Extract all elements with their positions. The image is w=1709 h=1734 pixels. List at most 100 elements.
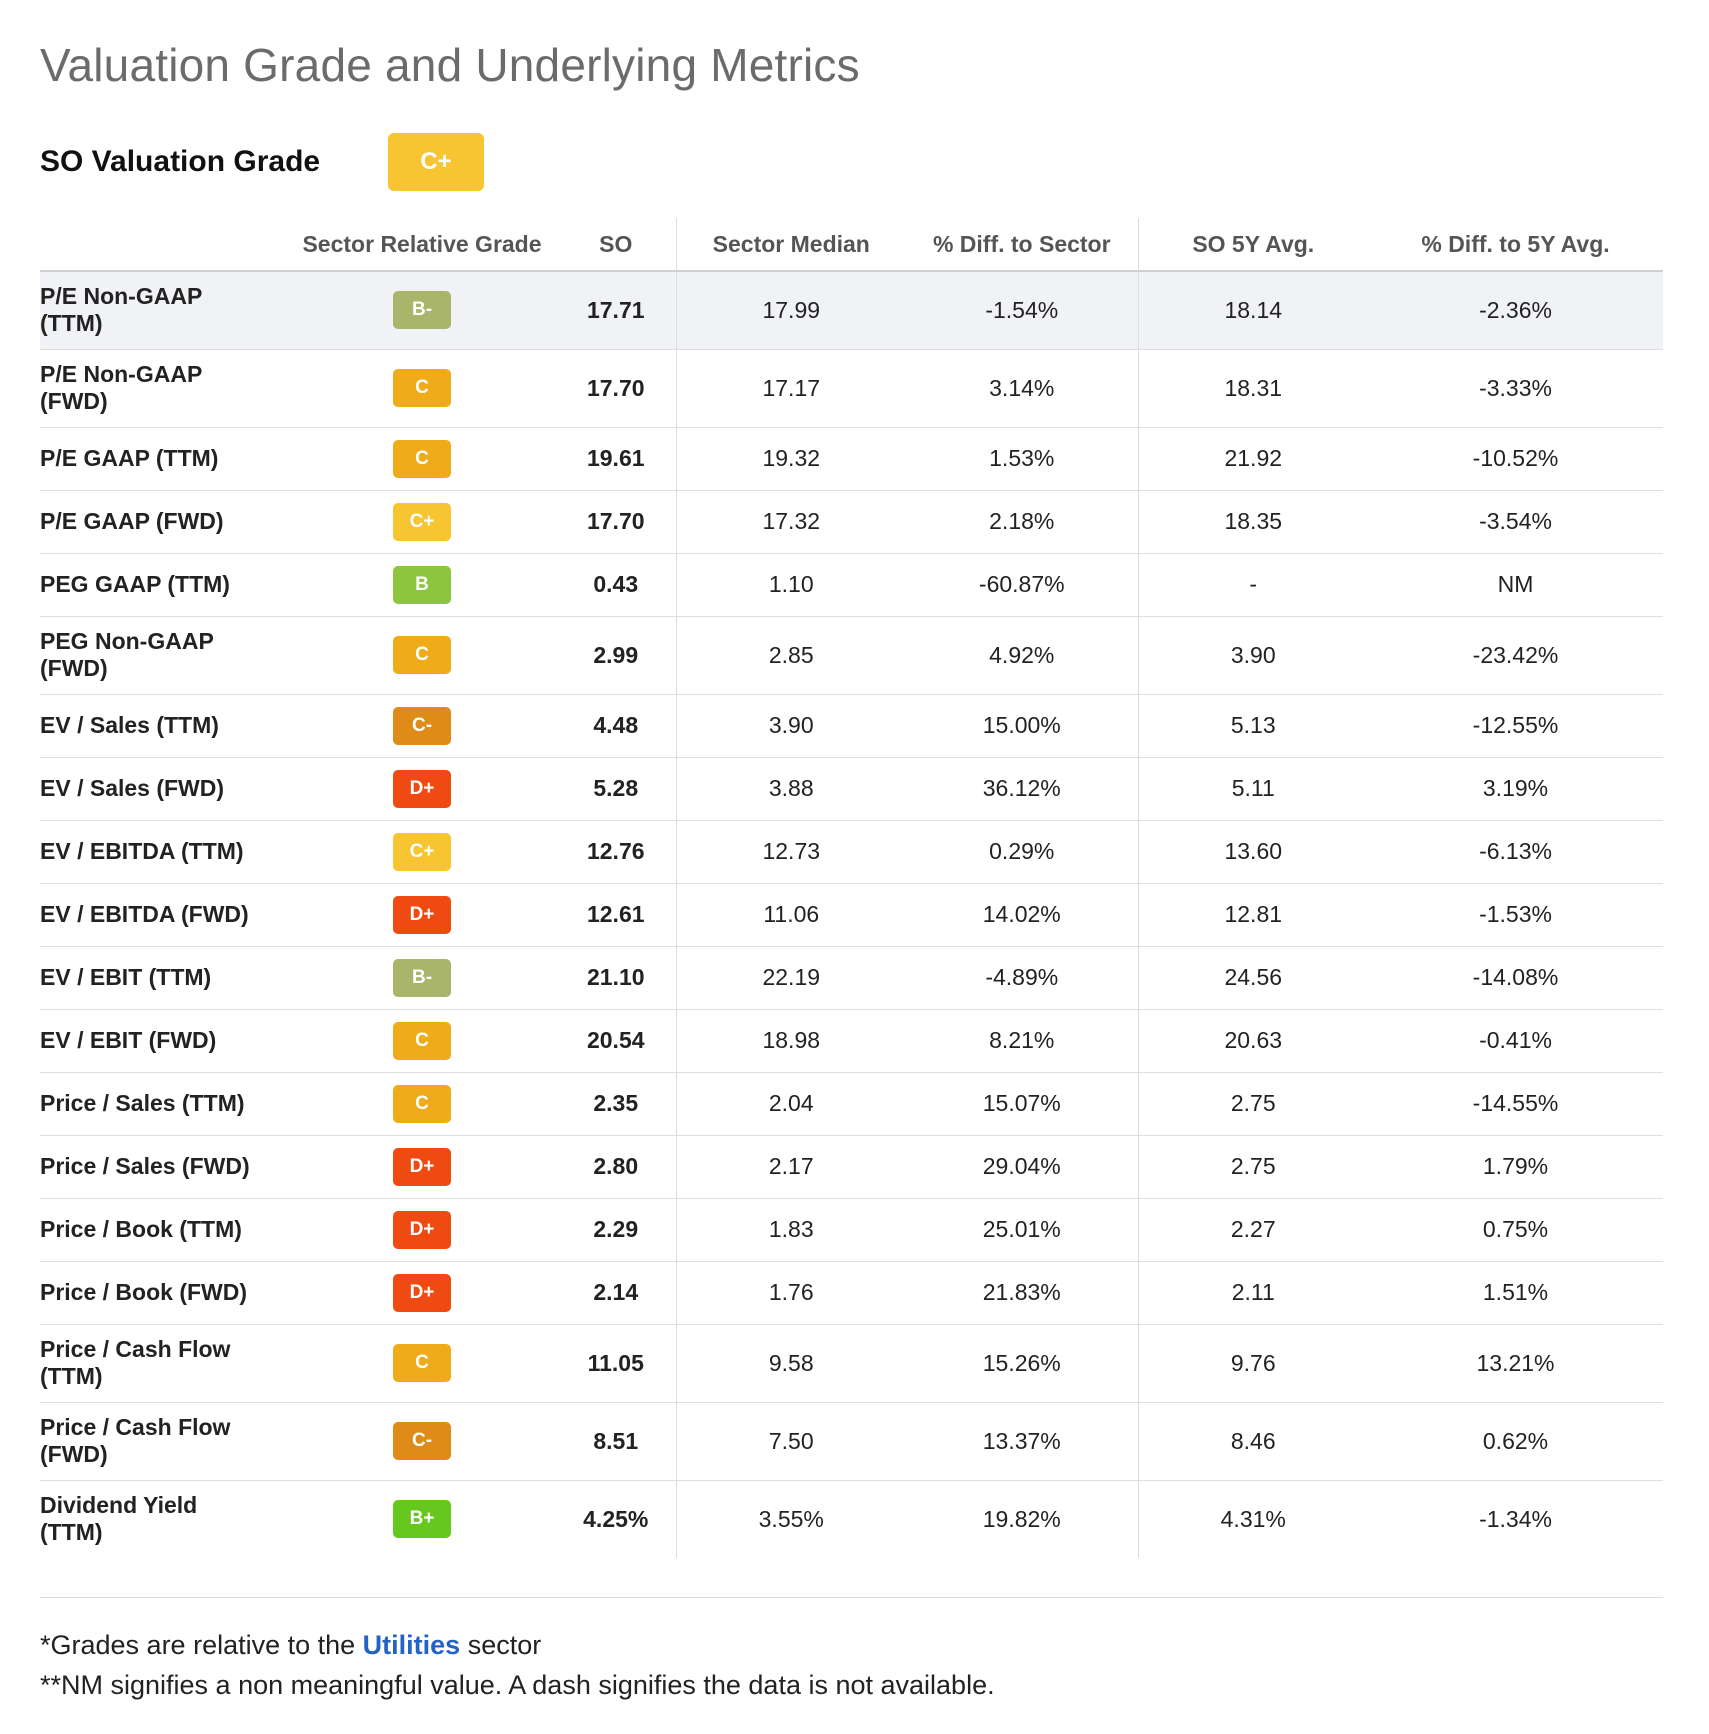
table-row: Price / Cash Flow (FWD) C- 8.51 7.50 13.37% 8.… xyxy=(40,1402,1663,1481)
so-value: 4.48 xyxy=(556,694,677,758)
metric-name-line: (FWD) xyxy=(40,655,108,681)
footer-note-prefix: *Grades are relative to the xyxy=(40,1630,363,1660)
so-5y-avg-value: 21.92 xyxy=(1138,427,1368,491)
table-row: EV / Sales (TTM) C- 4.48 3.90 15.00% 5.13 -12.… xyxy=(40,694,1663,758)
diff-to-sector-value: 2.18% xyxy=(906,490,1139,554)
sector-median-value: 17.99 xyxy=(676,271,906,350)
grade-badge: C xyxy=(393,1021,451,1060)
diff-to-sector-value: 36.12% xyxy=(906,757,1139,821)
metric-name-line: (FWD) xyxy=(40,388,108,414)
diff-to-5y-avg-value: -23.42% xyxy=(1368,616,1663,695)
grade-badge: B- xyxy=(393,291,451,330)
table-row: P/E Non-GAAP (TTM) B- 17.71 17.99 -1.54% 18.14… xyxy=(40,271,1663,350)
sector-relative-grade: D+ xyxy=(288,883,556,947)
sector-relative-grade: C xyxy=(288,1324,556,1403)
so-5y-avg-value: 4.31% xyxy=(1220,1505,1286,1532)
footer-note-grades: *Grades are relative to the Utilities se… xyxy=(40,1630,541,1661)
sector-median-value: 3.88 xyxy=(676,757,906,821)
header-diff-to-5y-avg: % Diff. to 5Y Avg. xyxy=(1368,218,1663,272)
so-value: 0.43 xyxy=(556,553,677,617)
metric-name: Price / Book (FWD) xyxy=(40,1261,288,1325)
metric-name-line: Price / Cash Flow xyxy=(40,1336,231,1362)
grade-badge: D+ xyxy=(393,1147,451,1186)
metric-name: EV / EBIT (TTM) xyxy=(40,946,288,1010)
diff-to-5y-avg-value: -0.41% xyxy=(1368,1009,1663,1073)
diff-to-5y-avg-value: 13.21% xyxy=(1368,1324,1663,1403)
so-5y-avg-value: 5.11 xyxy=(1138,757,1368,821)
diff-to-5y-avg-value: -10.52% xyxy=(1368,427,1663,491)
so-value: 19.61 xyxy=(556,427,677,491)
metric-name-line: P/E Non-GAAP xyxy=(40,361,203,387)
table-row: P/E GAAP (FWD) C+ 17.70 17.32 2.18% 18.35 -3.5… xyxy=(40,490,1663,554)
diff-to-5y-avg-value: -14.55% xyxy=(1368,1072,1663,1136)
table-row: Price / Cash Flow (TTM) C 11.05 9.58 15.26% 9.… xyxy=(40,1324,1663,1403)
metric-name: PEG GAAP (TTM) xyxy=(40,553,288,617)
so-value: 2.35 xyxy=(556,1072,677,1136)
sector-median-value: 2.04 xyxy=(676,1072,906,1136)
grade-badge: C xyxy=(393,439,451,478)
diff-to-sector-value: 3.14% xyxy=(906,349,1139,428)
diff-to-5y-avg-value: -3.54% xyxy=(1368,490,1663,554)
diff-to-5y-avg-value: -14.08% xyxy=(1368,946,1663,1010)
metric-name-line: EV / EBITDA (TTM) xyxy=(40,838,244,864)
grade-badge: C- xyxy=(393,706,451,745)
sector-relative-grade: D+ xyxy=(288,757,556,821)
grade-badge: B xyxy=(393,565,451,604)
sector-relative-grade: C xyxy=(288,427,556,491)
sector-relative-grade: C xyxy=(288,1009,556,1073)
so-5y-avg-value: 3.90 xyxy=(1138,616,1368,695)
metric-name: Price / Sales (TTM) xyxy=(40,1072,288,1136)
overall-grade-label: SO Valuation Grade xyxy=(40,145,321,178)
metric-name: P/E Non-GAAP (FWD) xyxy=(40,349,288,428)
metric-name-line: PEG GAAP (TTM) xyxy=(40,571,230,597)
sector-median-value: 11.06 xyxy=(676,883,906,947)
sector-relative-grade: D+ xyxy=(288,1198,556,1262)
metric-name-line: EV / Sales (FWD) xyxy=(40,775,225,801)
diff-to-sector-value: -4.89% xyxy=(906,946,1139,1010)
footer-note-nm: **NM signifies a non meaningful value. A… xyxy=(40,1670,995,1700)
so-5y-avg-value: 8.46 xyxy=(1138,1402,1368,1481)
table-row: EV / EBIT (TTM) B- 21.10 22.19 -4.89% 24.56 -1… xyxy=(40,946,1663,1010)
sector-relative-grade: C+ xyxy=(288,490,556,554)
grade-badge: C xyxy=(393,1344,451,1382)
overall-grade-badge: C+ xyxy=(388,133,484,191)
footer-note-suffix: sector xyxy=(460,1630,542,1660)
so-value: 20.54 xyxy=(556,1009,677,1073)
header-sector-median: Sector Median xyxy=(676,218,906,272)
so-value: 2.99 xyxy=(556,616,677,695)
metric-name: Price / Cash Flow (FWD) xyxy=(40,1402,288,1481)
sector-relative-grade: D+ xyxy=(288,1261,556,1325)
sector-relative-grade: C- xyxy=(288,1402,556,1481)
grade-badge: C xyxy=(393,369,451,407)
metric-name-line: P/E GAAP (FWD) xyxy=(40,508,224,534)
sector-median-value: 17.32 xyxy=(676,490,906,554)
sector-median-value: 2.85 xyxy=(676,616,906,695)
diff-to-sector-value: 1.53% xyxy=(906,427,1139,491)
sector-median-value: 7.50 xyxy=(676,1402,906,1481)
header-metric xyxy=(40,218,288,272)
header-diff-to-sector: % Diff. to Sector xyxy=(906,218,1139,272)
diff-to-5y-avg-value: NM xyxy=(1368,553,1663,617)
grade-badge: D+ xyxy=(393,895,451,934)
diff-to-5y-avg-value: 0.75% xyxy=(1368,1198,1663,1262)
sector-relative-grade: B- xyxy=(288,271,556,350)
diff-to-5y-avg-value: 0.62% xyxy=(1368,1402,1663,1481)
table-row: PEG GAAP (TTM) B 0.43 1.10 -60.87% - NM xyxy=(40,553,1663,617)
diff-to-sector-value: 13.37% xyxy=(906,1402,1139,1481)
table-row: EV / EBITDA (TTM) C+ 12.76 12.73 0.29% 13.60-… xyxy=(40,820,1663,884)
diff-to-sector-value: 15.26% xyxy=(906,1324,1139,1403)
header-so: SO xyxy=(556,218,677,272)
page-title: Valuation Grade and Underlying Metrics xyxy=(40,39,860,91)
metric-name-line: EV / Sales (TTM) xyxy=(40,712,219,738)
metric-name-line: Price / Sales (TTM) xyxy=(40,1090,245,1116)
grade-badge: C xyxy=(393,1084,451,1123)
metric-name-line: Price / Book (TTM) xyxy=(40,1216,242,1242)
valuation-metrics-table: Sector Relative Grade SO Sector Median %… xyxy=(40,218,1663,1558)
diff-to-5y-avg-value: -2.36% xyxy=(1368,271,1663,350)
sector-relative-grade: B+ xyxy=(288,1480,556,1558)
utilities-sector-link[interactable]: Utilities xyxy=(362,1630,461,1660)
sector-relative-grade: C xyxy=(288,349,556,428)
metric-name-line: P/E GAAP (TTM) xyxy=(40,445,219,471)
sector-median-value: 18.98 xyxy=(676,1009,906,1073)
metric-name: Price / Cash Flow (TTM) xyxy=(40,1324,288,1403)
